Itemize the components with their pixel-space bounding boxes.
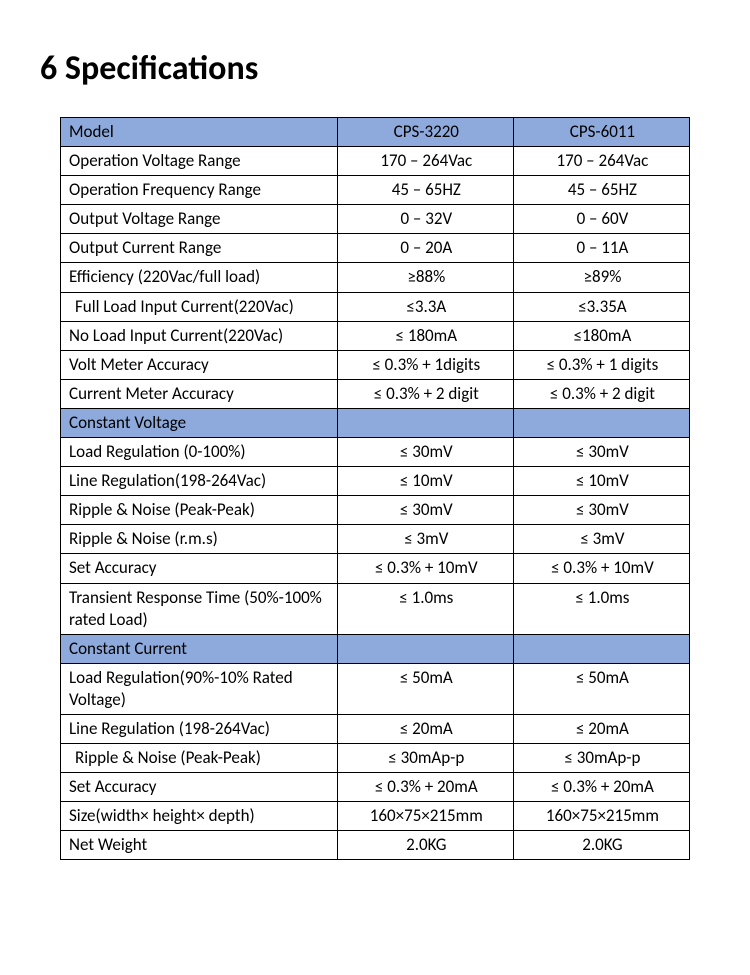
spec-value-cell: ≥88% (337, 263, 513, 292)
spec-value-cell: ≤ 0.3% + 20mA (513, 773, 689, 802)
spec-value-cell: ≤ 30mV (337, 496, 513, 525)
spec-value-cell: ≤ 1.0ms (337, 583, 513, 634)
spec-value-cell: 2.0KG (513, 831, 689, 860)
spec-label-cell: Operation Voltage Range (61, 147, 338, 176)
spec-value-cell (513, 634, 689, 663)
table-row: Load Regulation(90%-10% Rated Voltage)≤ … (61, 663, 690, 714)
spec-value-cell: ≤ 50mA (337, 663, 513, 714)
spec-label-cell: Transient Response Time (50%-100% rated … (61, 583, 338, 634)
spec-value-cell: 45 – 65HZ (513, 176, 689, 205)
spec-value-cell: ≤3.3A (337, 292, 513, 321)
spec-value-cell: 170 – 264Vac (337, 147, 513, 176)
spec-label-cell: Output Current Range (61, 234, 338, 263)
spec-value-cell: ≤ 30mV (337, 438, 513, 467)
spec-value-cell: 2.0KG (337, 831, 513, 860)
spec-label-cell: Net Weight (61, 831, 338, 860)
spec-value-cell: ≤ 20mA (337, 714, 513, 743)
spec-label-cell: Load Regulation(90%-10% Rated Voltage) (61, 663, 338, 714)
spec-value-cell: ≤ 1.0ms (513, 583, 689, 634)
spec-value-cell: ≤ 30mV (513, 438, 689, 467)
spec-label-cell: No Load Input Current(220Vac) (61, 321, 338, 350)
table-row: Operation Frequency Range45 – 65HZ45 – 6… (61, 176, 690, 205)
spec-label-cell: Load Regulation (0-100%) (61, 438, 338, 467)
table-row: Size(width× height× depth)160×75×215mm16… (61, 802, 690, 831)
spec-value-cell: ≤ 30mAp-p (337, 744, 513, 773)
spec-value-cell: ≤ 30mAp-p (513, 744, 689, 773)
spec-label-cell: Current Meter Accuracy (61, 379, 338, 408)
spec-value-cell: CPS-6011 (513, 118, 689, 147)
spec-label-cell: Model (61, 118, 338, 147)
spec-value-cell: ≤ 20mA (513, 714, 689, 743)
spec-value-cell (513, 408, 689, 437)
spec-value-cell: ≤ 10mV (337, 467, 513, 496)
spec-value-cell: 0 – 60V (513, 205, 689, 234)
spec-label-cell: Full Load Input Current(220Vac) (61, 292, 338, 321)
table-row: Line Regulation(198-264Vac)≤ 10mV≤ 10mV (61, 467, 690, 496)
spec-label-cell: Constant Current (61, 634, 338, 663)
specifications-table: ModelCPS-3220CPS-6011Operation Voltage R… (60, 117, 690, 860)
table-row: Volt Meter Accuracy≤ 0.3% + 1digits≤ 0.3… (61, 350, 690, 379)
table-header-row: Constant Voltage (61, 408, 690, 437)
spec-value-cell: ≤ 0.3% + 10mV (337, 554, 513, 583)
table-header-row: ModelCPS-3220CPS-6011 (61, 118, 690, 147)
spec-value-cell: ≤3.35A (513, 292, 689, 321)
spec-label-cell: Ripple & Noise (Peak-Peak) (61, 496, 338, 525)
spec-value-cell: ≤ 0.3% + 1digits (337, 350, 513, 379)
spec-value-cell (337, 408, 513, 437)
spec-label-cell: Ripple & Noise (r.m.s) (61, 525, 338, 554)
spec-label-cell: Efficiency (220Vac/full load) (61, 263, 338, 292)
spec-value-cell: CPS-3220 (337, 118, 513, 147)
table-row: Efficiency (220Vac/full load)≥88%≥89% (61, 263, 690, 292)
spec-value-cell: ≤ 0.3% + 20mA (337, 773, 513, 802)
table-header-row: Constant Current (61, 634, 690, 663)
spec-value-cell: ≤180mA (513, 321, 689, 350)
spec-label-cell: Set Accuracy (61, 554, 338, 583)
table-row: Transient Response Time (50%-100% rated … (61, 583, 690, 634)
spec-value-cell: 160×75×215mm (513, 802, 689, 831)
spec-label-cell: Output Voltage Range (61, 205, 338, 234)
spec-value-cell: ≤ 50mA (513, 663, 689, 714)
spec-value-cell: 160×75×215mm (337, 802, 513, 831)
spec-value-cell: 0 – 11A (513, 234, 689, 263)
spec-value-cell (337, 634, 513, 663)
table-row: Line Regulation (198-264Vac)≤ 20mA≤ 20mA (61, 714, 690, 743)
spec-value-cell: 170 – 264Vac (513, 147, 689, 176)
table-row: Ripple & Noise (r.m.s)≤ 3mV≤ 3mV (61, 525, 690, 554)
section-heading: 6 Specifications (40, 48, 710, 89)
spec-value-cell: ≤ 30mV (513, 496, 689, 525)
table-row: Set Accuracy≤ 0.3% + 20mA≤ 0.3% + 20mA (61, 773, 690, 802)
spec-value-cell: ≤ 0.3% + 1 digits (513, 350, 689, 379)
spec-value-cell: 0 – 32V (337, 205, 513, 234)
table-row: Set Accuracy≤ 0.3% + 10mV≤ 0.3% + 10mV (61, 554, 690, 583)
spec-label-cell: Ripple & Noise (Peak-Peak) (61, 744, 338, 773)
table-row: Ripple & Noise (Peak-Peak)≤ 30mV≤ 30mV (61, 496, 690, 525)
spec-label-cell: Size(width× height× depth) (61, 802, 338, 831)
spec-value-cell: 45 – 65HZ (337, 176, 513, 205)
spec-value-cell: ≤ 180mA (337, 321, 513, 350)
spec-value-cell: ≤ 0.3% + 2 digit (337, 379, 513, 408)
spec-value-cell: ≥89% (513, 263, 689, 292)
table-row: Full Load Input Current(220Vac)≤3.3A≤3.3… (61, 292, 690, 321)
table-row: Operation Voltage Range170 – 264Vac170 –… (61, 147, 690, 176)
spec-value-cell: 0 – 20A (337, 234, 513, 263)
spec-label-cell: Volt Meter Accuracy (61, 350, 338, 379)
spec-value-cell: ≤ 3mV (513, 525, 689, 554)
table-row: Current Meter Accuracy≤ 0.3% + 2 digit≤ … (61, 379, 690, 408)
spec-value-cell: ≤ 10mV (513, 467, 689, 496)
table-row: Net Weight2.0KG2.0KG (61, 831, 690, 860)
spec-label-cell: Set Accuracy (61, 773, 338, 802)
spec-value-cell: ≤ 0.3% + 2 digit (513, 379, 689, 408)
spec-label-cell: Line Regulation (198-264Vac) (61, 714, 338, 743)
spec-label-cell: Operation Frequency Range (61, 176, 338, 205)
spec-label-cell: Constant Voltage (61, 408, 338, 437)
table-row: No Load Input Current(220Vac)≤ 180mA≤180… (61, 321, 690, 350)
table-row: Output Voltage Range0 – 32V0 – 60V (61, 205, 690, 234)
table-row: Load Regulation (0-100%)≤ 30mV≤ 30mV (61, 438, 690, 467)
spec-value-cell: ≤ 3mV (337, 525, 513, 554)
table-row: Output Current Range0 – 20A0 – 11A (61, 234, 690, 263)
spec-value-cell: ≤ 0.3% + 10mV (513, 554, 689, 583)
spec-label-cell: Line Regulation(198-264Vac) (61, 467, 338, 496)
table-row: Ripple & Noise (Peak-Peak)≤ 30mAp-p≤ 30m… (61, 744, 690, 773)
